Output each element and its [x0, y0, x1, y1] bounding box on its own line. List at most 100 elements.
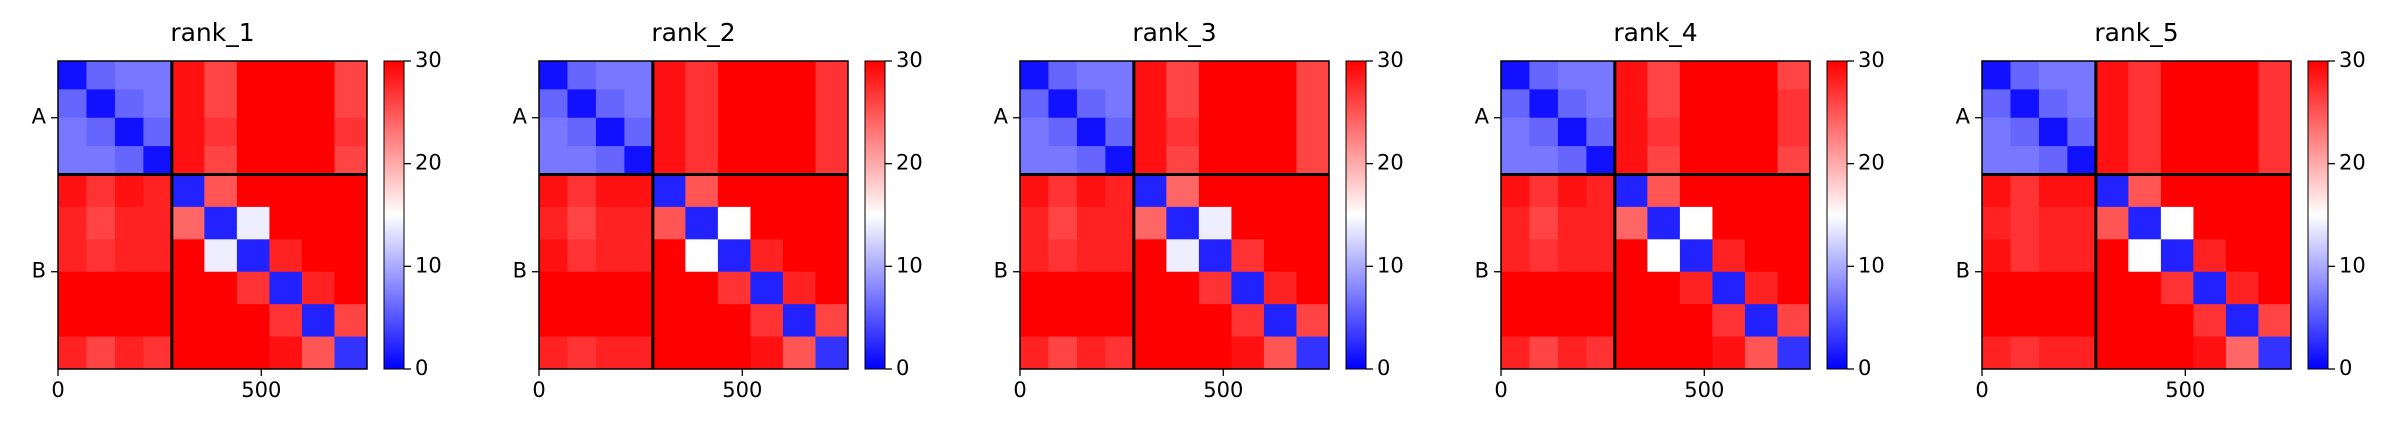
heatmap-cell: [1198, 304, 1232, 338]
heatmap-cell: [1231, 146, 1265, 175]
heatmap-cell: [1647, 89, 1681, 119]
heatmap-cell: [750, 174, 784, 208]
heatmap-cell: [1614, 336, 1648, 370]
heatmap-cell: [171, 271, 205, 305]
heatmap-cell: [1501, 271, 1530, 305]
heatmap-cell: [1647, 304, 1681, 338]
heatmap-cell: [1105, 336, 1135, 370]
heatmap-cell: [269, 61, 303, 90]
heatmap-cell: [2258, 89, 2292, 119]
heatmap-cell: [1020, 89, 1049, 119]
heatmap-cell: [86, 146, 116, 175]
heatmap-cell: [1076, 239, 1106, 273]
heatmap-cell: [717, 206, 751, 240]
heatmap-cell: [58, 146, 87, 175]
heatmap-cell: [2095, 336, 2129, 370]
colorbar-tick-label: 30: [896, 48, 923, 72]
heatmap-cell: [2067, 271, 2097, 305]
heatmap-cell: [1501, 336, 1530, 370]
heatmap-cell: [717, 336, 751, 370]
heatmap-cell: [815, 89, 849, 119]
heatmap-cell: [539, 271, 568, 305]
heatmap-cell: [2193, 174, 2227, 208]
heatmap-cell: [2128, 89, 2162, 119]
heatmap-cell: [1586, 336, 1616, 370]
heatmap-cell: [685, 61, 719, 90]
heatmap-cell: [2038, 206, 2068, 240]
heatmap-cell: [1529, 117, 1559, 147]
colorbar-tick-label: 0: [1858, 356, 1871, 380]
heatmap-cell: [2128, 336, 2162, 370]
heatmap-cell: [114, 239, 144, 273]
heatmap-cell: [1679, 304, 1713, 338]
heatmap-cell: [1529, 174, 1559, 208]
heatmap-cell: [334, 239, 368, 273]
chart-title: rank_4: [1613, 18, 1697, 47]
heatmap-cell: [685, 206, 719, 240]
heatmap-cell: [2038, 304, 2068, 338]
x-tick-label: 500: [2165, 378, 2205, 402]
heatmap-cell: [2128, 174, 2162, 208]
heatmap-cell: [2258, 271, 2292, 305]
heatmap-cell: [1231, 206, 1265, 240]
heatmap-cell: [1263, 206, 1297, 240]
x-tick-label: 0: [1494, 378, 1507, 402]
colorbar-tick-label: 0: [896, 356, 909, 380]
heatmap-cell: [782, 117, 816, 147]
heatmap-cell: [86, 271, 116, 305]
heatmap-cell: [1048, 61, 1078, 90]
heatmap-cell: [1020, 117, 1049, 147]
heatmap-cell: [1777, 304, 1811, 338]
heatmap-cell: [685, 304, 719, 338]
heatmap-cell: [2038, 174, 2068, 208]
heatmap-cell: [143, 336, 173, 370]
heatmap-cell: [1744, 146, 1778, 175]
heatmap-cell: [1501, 206, 1530, 240]
heatmap-cell: [1048, 146, 1078, 175]
heatmap-cell: [334, 206, 368, 240]
heatmap-cell: [624, 304, 654, 338]
heatmap-cell: [1133, 61, 1167, 90]
heatmap-cell: [1712, 89, 1746, 119]
heatmap-cell: [750, 206, 784, 240]
heatmap-cell: [58, 304, 87, 338]
colorbar-tick-label: 30: [2339, 48, 2366, 72]
heatmap-cell: [652, 206, 686, 240]
heatmap-cell: [1586, 117, 1616, 147]
heatmap-cell: [815, 239, 849, 273]
heatmap-cell: [717, 61, 751, 90]
chart-title: rank_2: [651, 18, 735, 47]
x-tick-label: 500: [1684, 378, 1724, 402]
heatmap-cell: [301, 61, 335, 90]
heatmap-cell: [815, 117, 849, 147]
heatmap-cell: [1133, 304, 1167, 338]
heatmap-cell: [1679, 174, 1713, 208]
heatmap-cell: [1501, 304, 1530, 338]
heatmap-cell: [204, 336, 238, 370]
heatmap-cell: [2225, 206, 2259, 240]
heatmap-cell: [143, 304, 173, 338]
heatmap-cell: [1105, 206, 1135, 240]
heatmap-cell: [750, 239, 784, 273]
heatmap-cell: [204, 117, 238, 147]
heatmap-cell: [1501, 146, 1530, 175]
heatmap-cell: [236, 271, 270, 305]
heatmap-cell: [624, 174, 654, 208]
heatmap-cell: [1166, 304, 1200, 338]
colorbar-tick-label: 30: [415, 48, 442, 72]
heatmap-cell: [1263, 336, 1297, 370]
heatmap-cell: [595, 174, 625, 208]
heatmap-cell: [1105, 61, 1135, 90]
heatmap-cell: [236, 174, 270, 208]
heatmap-cell: [301, 174, 335, 208]
heatmap-cell: [782, 304, 816, 338]
heatmap-cell: [1231, 304, 1265, 338]
heatmap-cell: [1777, 174, 1811, 208]
heatmap-cell: [204, 271, 238, 305]
heatmap-cell: [2038, 89, 2068, 119]
heatmap-cell: [782, 174, 816, 208]
heatmap-cell: [624, 61, 654, 90]
heatmap-cell: [750, 61, 784, 90]
heatmap-cell: [1501, 174, 1530, 208]
heatmap-cell: [301, 89, 335, 119]
